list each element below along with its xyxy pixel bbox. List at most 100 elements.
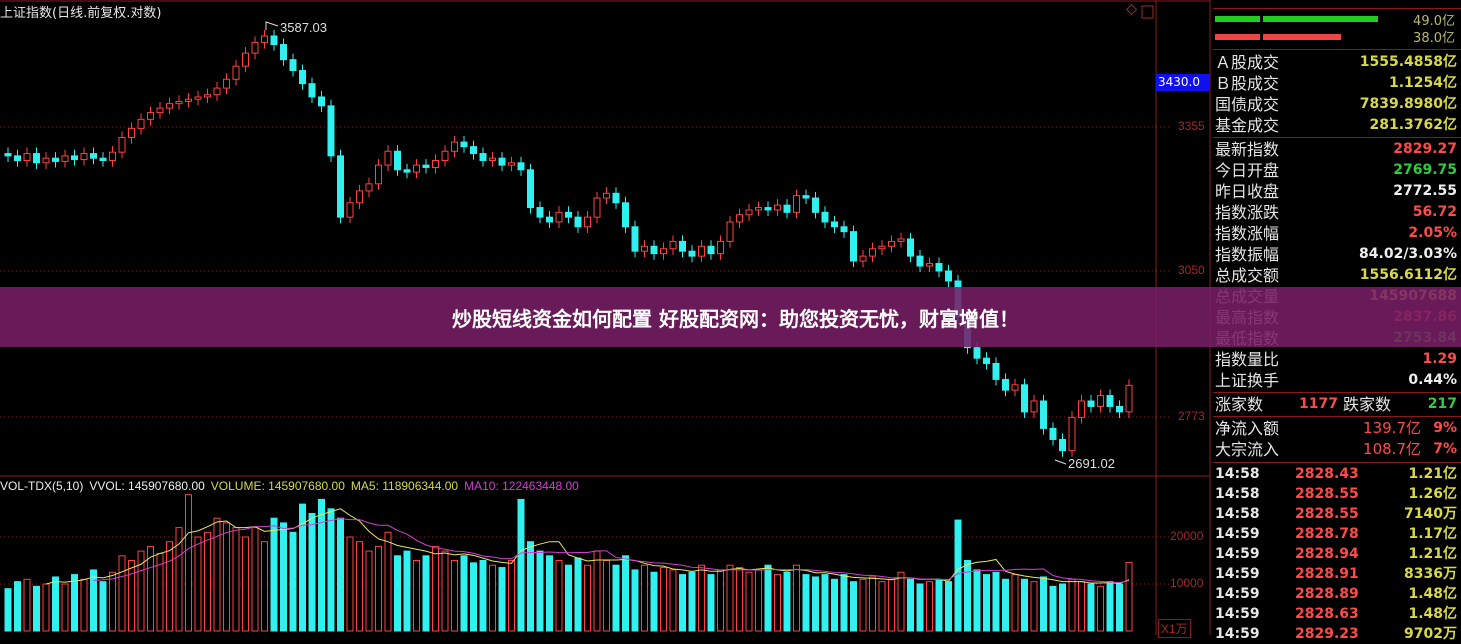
flow-pct: 9% bbox=[1433, 420, 1457, 436]
candle-up bbox=[1011, 384, 1019, 391]
tick-price: 2828.94 bbox=[1295, 546, 1359, 562]
candle-up bbox=[128, 127, 135, 138]
flow-label: 净流入额 bbox=[1215, 419, 1280, 438]
volume-bar bbox=[1097, 585, 1104, 632]
bar-value: 38.0亿 bbox=[1413, 31, 1455, 46]
market-row: Ａ股成交 1555.4858亿 bbox=[1215, 52, 1457, 73]
stat-label: 今日开盘 bbox=[1215, 161, 1280, 180]
candle-up bbox=[489, 157, 496, 161]
stat-label: 指数涨跌 bbox=[1215, 203, 1280, 222]
stat-row: 最新指数 2829.27 bbox=[1215, 139, 1457, 160]
volume-bar bbox=[337, 517, 344, 632]
tick-time: 14:58 bbox=[1215, 506, 1260, 522]
down-count-label: 跌家数 bbox=[1343, 395, 1392, 414]
tick-row: 14:59 2828.63 1.48亿 bbox=[1215, 604, 1457, 624]
candle-up bbox=[555, 211, 563, 223]
kline-chart[interactable] bbox=[0, 0, 1213, 635]
stat-value: 1.29 bbox=[1422, 351, 1457, 367]
volume-bar bbox=[821, 574, 829, 632]
candle-down bbox=[479, 153, 487, 161]
stat-label: 上证换手 bbox=[1215, 371, 1280, 390]
volume-header: VOL-TDX(5,10) VVOL: 145907680.00 VOLUME: 1… bbox=[0, 479, 585, 493]
candle-up bbox=[251, 41, 259, 54]
candle-down bbox=[299, 70, 306, 85]
volume-bar bbox=[527, 541, 534, 632]
market-value: 281.3762亿 bbox=[1369, 117, 1457, 133]
volume-bar bbox=[1002, 578, 1009, 632]
tick-row: 14:59 2828.78 1.17亿 bbox=[1215, 524, 1457, 544]
stat-label: 昨日收盘 bbox=[1215, 182, 1280, 201]
volume-bar bbox=[261, 541, 268, 632]
volume-bar bbox=[384, 531, 392, 632]
tick-volume: 1.48亿 bbox=[1408, 606, 1457, 622]
tick-row: 14:59 2828.91 8336万 bbox=[1215, 564, 1457, 584]
volume-bar bbox=[365, 550, 373, 632]
stat-value: 56.72 bbox=[1412, 204, 1457, 220]
candle-up bbox=[793, 195, 800, 213]
candle-up bbox=[660, 248, 667, 255]
volume-bar bbox=[403, 550, 411, 632]
volume-bar bbox=[204, 531, 211, 632]
volume-bar bbox=[840, 574, 848, 632]
volume-bar bbox=[698, 564, 705, 632]
candle-down bbox=[99, 157, 107, 161]
volume-bar bbox=[831, 578, 838, 632]
candle-up bbox=[1078, 400, 1085, 418]
volume-bar bbox=[451, 560, 458, 632]
volume-bar bbox=[565, 564, 572, 632]
candle-up bbox=[897, 238, 905, 242]
candle-down bbox=[574, 216, 582, 228]
tick-time: 14:59 bbox=[1215, 606, 1260, 622]
market-label: 基金成交 bbox=[1215, 116, 1280, 135]
volume-bar bbox=[584, 564, 591, 632]
candle-down bbox=[707, 245, 715, 255]
ad-banner[interactable]: 炒股短线资金如何配置 好股配资网：助您投资无忧，财富增值！ bbox=[0, 287, 1461, 347]
vvol-value: VVOL: 145907680.00 bbox=[89, 479, 205, 493]
candle-down bbox=[973, 347, 981, 359]
candle-up bbox=[584, 216, 591, 228]
volume-bar bbox=[80, 578, 88, 632]
tick-row: 14:59 2829.23 9702万 bbox=[1215, 624, 1457, 644]
tick-volume: 1.21亿 bbox=[1408, 466, 1457, 482]
candle-down bbox=[52, 157, 59, 162]
volume-bar bbox=[1068, 578, 1076, 632]
candle-down bbox=[517, 162, 525, 171]
flow-pct: 7% bbox=[1433, 441, 1457, 457]
high-annotation: 3587.03 bbox=[280, 20, 327, 35]
stat-value: 2772.55 bbox=[1393, 183, 1457, 199]
volume-bar bbox=[935, 578, 943, 632]
stat-value: 2.05% bbox=[1408, 225, 1457, 241]
market-label: 国债成交 bbox=[1215, 95, 1280, 114]
volume-bar bbox=[717, 569, 724, 632]
candle-down bbox=[394, 150, 401, 171]
candle-down bbox=[337, 155, 344, 218]
volume-bar bbox=[793, 564, 800, 632]
candle-down bbox=[527, 169, 534, 209]
volume-bar bbox=[546, 555, 553, 632]
volume-bar bbox=[574, 557, 582, 632]
volume-bar bbox=[1021, 578, 1028, 632]
candle-down bbox=[935, 263, 943, 272]
volume-bar bbox=[166, 541, 173, 632]
candle-down bbox=[4, 153, 12, 157]
candle-down bbox=[289, 59, 297, 72]
market-row: 基金成交 281.3762亿 bbox=[1215, 115, 1457, 136]
stat-row: 今日开盘 2769.75 bbox=[1215, 160, 1457, 181]
candle-down bbox=[783, 204, 791, 213]
candle-up bbox=[109, 151, 116, 161]
bar-value: 49.0亿 bbox=[1413, 14, 1455, 29]
volume-bar bbox=[897, 571, 905, 632]
banner-text: 炒股短线资金如何配置 好股配资网：助您投资无忧，财富增值！ bbox=[452, 306, 1019, 331]
volume-bar bbox=[394, 555, 401, 632]
candle-down bbox=[916, 255, 924, 267]
stat-row: 昨日收盘 2772.55 bbox=[1215, 181, 1457, 202]
volume-bar bbox=[726, 564, 734, 632]
candle-down bbox=[945, 270, 952, 282]
volume-bar bbox=[479, 560, 487, 632]
flow-row: 净流入额 139.7亿 9% bbox=[1215, 418, 1457, 439]
volume-bar bbox=[147, 545, 154, 632]
market-row: Ｂ股成交 1.1254亿 bbox=[1215, 73, 1457, 94]
volume-bar bbox=[137, 550, 145, 632]
volume-bar bbox=[802, 574, 810, 632]
stat-value: 1556.6112亿 bbox=[1359, 267, 1457, 283]
